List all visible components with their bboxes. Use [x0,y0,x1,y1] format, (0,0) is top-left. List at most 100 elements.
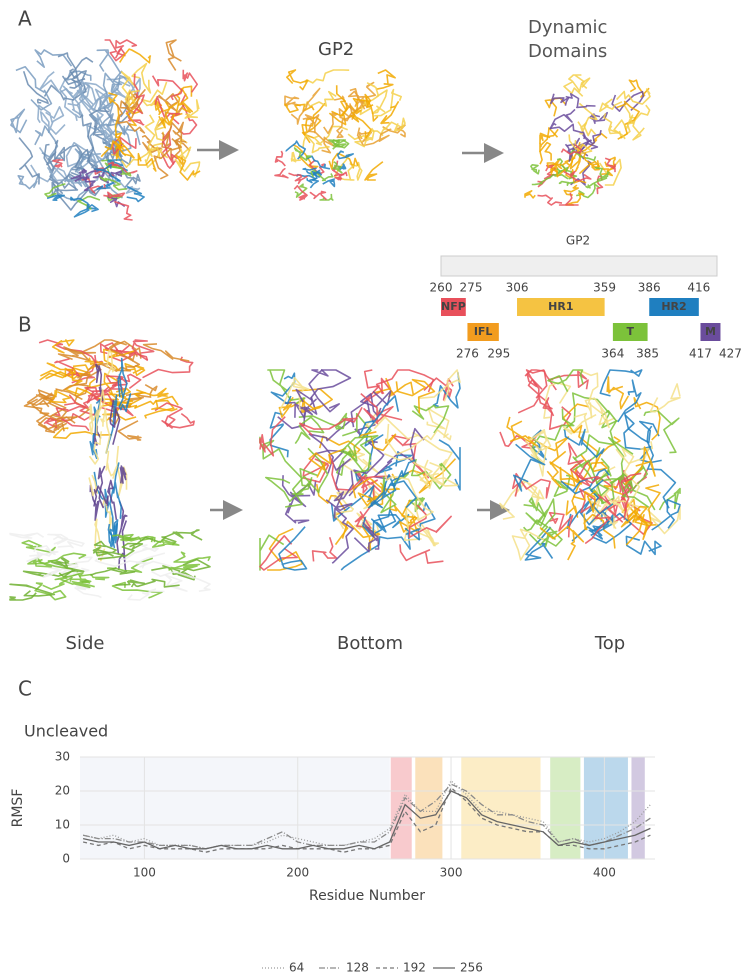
protein-trace [92,388,106,434]
domain-name: M [705,325,716,338]
protein-trace [558,180,575,186]
protein-trace [524,190,536,199]
protein-trace [76,82,108,110]
protein-trace [360,392,403,425]
protein-trace [599,369,643,397]
protein-trace [386,423,452,456]
protein-trace [88,474,99,497]
protein-trace [115,103,146,134]
protein-trace [151,564,194,578]
protein-trace [584,504,623,545]
protein-trace [567,442,599,484]
protein-trace [539,128,559,144]
protein-trace [328,139,350,149]
protein-trace [29,544,59,557]
domain-box [612,323,648,341]
protein-trace [578,369,616,426]
protein-trace [429,461,459,487]
y-axis-label: RMSF [10,789,26,828]
protein-trace [362,509,397,538]
protein-trace [137,152,157,172]
protein-trace [62,56,94,86]
protein-trace [113,522,118,544]
view-label: Side [66,633,105,654]
protein-trace [97,542,144,560]
protein-trace [302,167,317,176]
protein-trace [532,408,575,465]
protein-trace [269,411,289,458]
protein-trace [93,471,110,518]
protein-trace [353,522,380,553]
protein-trace [288,172,308,185]
protein-trace [560,144,583,156]
protein-trace [549,123,586,140]
protein-trace [107,479,118,521]
protein-trace [374,88,402,117]
protein-trace [46,194,65,201]
protein-trace [259,416,286,457]
protein-trace [168,563,201,571]
domain-box [700,323,721,341]
protein-trace [333,153,355,181]
domain-start: 417 [689,347,712,361]
protein-trace [118,393,132,412]
protein-trace [395,378,436,414]
protein-trace [545,164,556,176]
protein-trace [564,143,575,162]
protein-trace [569,142,582,172]
protein-trace [151,570,211,592]
protein-trace [294,183,308,198]
protein-trace [299,406,363,436]
protein-trace [126,185,145,203]
protein-trace [154,402,183,427]
protein-trace [54,405,97,417]
protein-trace [628,79,650,98]
protein-trace [531,171,561,186]
protein-trace [625,484,661,546]
protein-trace [174,156,201,178]
protein-trace [116,500,128,555]
protein-trace [377,450,413,474]
protein-trace [572,447,610,482]
protein-trace [52,427,113,439]
gp2-label: GP2 [318,39,354,60]
protein-trace [302,114,320,134]
protein-trace [37,104,65,124]
protein-trace [9,532,45,539]
protein-trace [27,552,87,565]
dynamic-domains-label: Dynamic Domains [528,17,608,62]
protein-trace [334,171,348,181]
y-tick-label: 30 [55,750,70,764]
protein-trace [51,339,75,354]
protein-trace [105,394,118,454]
protein-trace [572,490,597,513]
domain-shade [390,757,412,859]
protein-trace [133,73,145,115]
protein-trace [432,372,461,409]
protein-trace [546,461,581,489]
protein-trace [90,567,136,577]
protein-trace [96,182,114,191]
protein-trace [340,434,379,474]
view-label: Bottom [337,633,403,654]
protein-trace [108,340,140,368]
protein-trace [38,339,97,364]
protein-trace [153,138,183,180]
protein-trace [596,175,604,195]
protein-trace [106,349,117,376]
protein-trace [511,472,551,499]
protein-trace [568,74,588,90]
protein-trace [563,77,591,97]
x-axis-label: Residue Number [309,888,425,904]
domain-end: 416 [687,281,710,295]
protein-trace [304,69,350,84]
protein-trace [151,75,183,101]
protein-trace [599,98,623,113]
protein-trace [294,416,325,445]
protein-trace [74,585,102,599]
protein-trace [542,397,572,430]
protein-trace [179,93,198,135]
protein-trace [380,100,400,125]
protein-trace [31,392,63,421]
